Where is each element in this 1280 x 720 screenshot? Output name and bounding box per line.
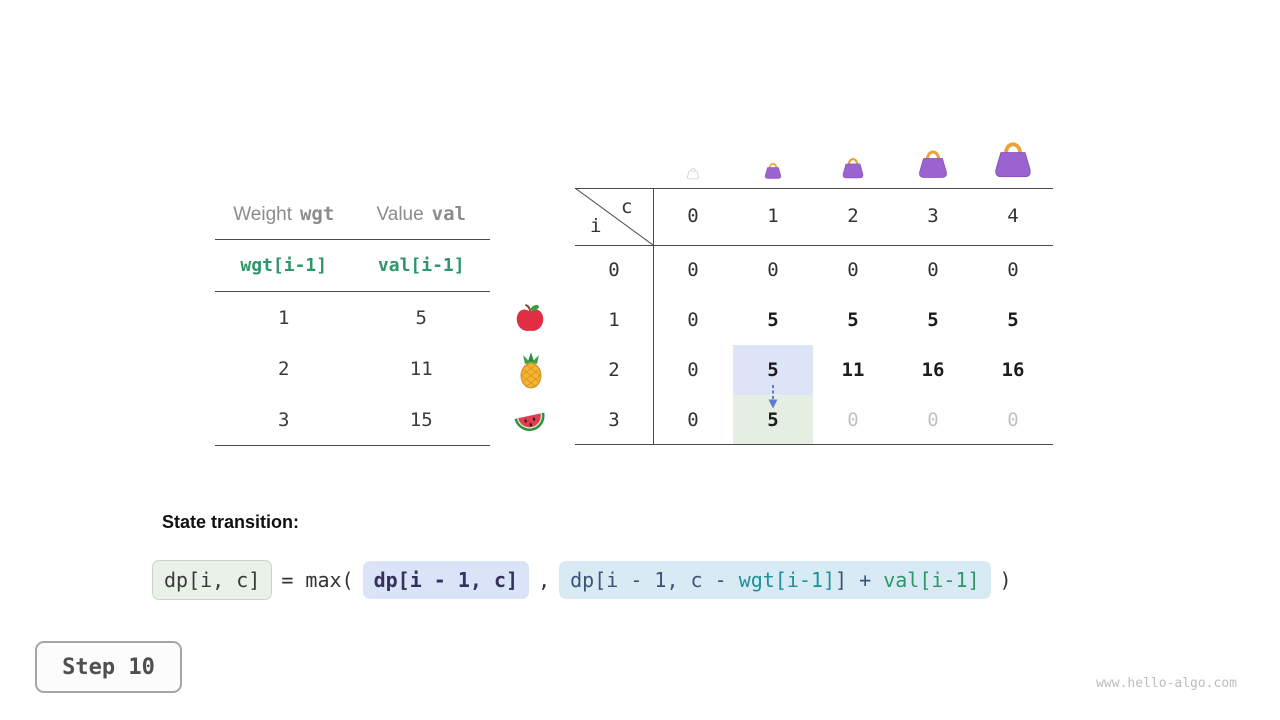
item-weight: 3 bbox=[278, 408, 290, 431]
dp-cell-target: 5 bbox=[767, 409, 779, 431]
dp-cell: 0 bbox=[687, 359, 699, 381]
dp-cell: 0 bbox=[847, 409, 859, 431]
pineapple-icon bbox=[517, 351, 545, 389]
item-value: 11 bbox=[409, 357, 433, 380]
dp-cell: 0 bbox=[1007, 409, 1019, 431]
capacity-bags-row bbox=[575, 124, 1053, 184]
formula-take-val: val[i-1] bbox=[883, 568, 980, 592]
transition-arrow-icon bbox=[768, 385, 778, 409]
corner-diagonal-line bbox=[575, 188, 653, 245]
bag-small-icon bbox=[733, 159, 813, 184]
val-formula-cell: val[i-1] bbox=[377, 255, 465, 276]
bag-large-icon bbox=[893, 144, 973, 184]
state-transition-label: State transition: bbox=[162, 512, 300, 532]
dp-cell: 5 bbox=[847, 309, 859, 331]
formula-take-middle: ] + bbox=[835, 568, 884, 592]
dp-cell: 0 bbox=[927, 259, 939, 281]
dp-cell: 0 bbox=[847, 259, 859, 281]
dp-cell: 11 bbox=[841, 359, 865, 381]
items-table: Weight wgt Value val wgt[i-1] val[i-1] 1 5… bbox=[215, 190, 490, 446]
bag-empty-icon bbox=[653, 165, 733, 184]
state-transition-formula: dp[i, c] = max( dp[i - 1, c] , dp[i - 1,… bbox=[152, 560, 1012, 600]
formula-equals-max: = max( bbox=[281, 568, 354, 592]
dp-table: c i 0 1 2 3 4 0 1 2 3 0 0 0 0 0 0 5 5 5 … bbox=[575, 188, 1053, 445]
step-indicator-label: Step 10 bbox=[62, 654, 155, 680]
formula-option-keep: dp[i - 1, c] bbox=[362, 561, 530, 599]
dp-row-label: 0 bbox=[608, 259, 620, 281]
bag-slot-spacer bbox=[575, 180, 653, 184]
bag-xlarge-icon bbox=[973, 134, 1053, 184]
dp-row-label: 1 bbox=[608, 309, 620, 331]
corner-row-variable: i bbox=[590, 215, 602, 237]
formula-option-take: dp[i - 1, c - wgt[i-1]] + val[i-1] bbox=[559, 561, 991, 599]
dp-col-header: 3 bbox=[927, 205, 939, 227]
items-table-formula-row: wgt[i-1] val[i-1] bbox=[215, 240, 490, 292]
corner-col-variable: c bbox=[621, 196, 633, 218]
item-weight: 2 bbox=[278, 357, 290, 380]
dp-cell: 0 bbox=[687, 309, 699, 331]
dp-cell: 0 bbox=[1007, 259, 1019, 281]
watermelon-icon bbox=[512, 405, 548, 436]
dp-cell: 0 bbox=[927, 409, 939, 431]
item-row: 2 11 bbox=[215, 343, 490, 394]
formula-lhs: dp[i, c] bbox=[152, 560, 273, 600]
item-value: 5 bbox=[415, 306, 427, 329]
item-row: 1 5 bbox=[215, 292, 490, 343]
formula-take-prefix: dp[i - 1, c - bbox=[570, 568, 739, 592]
formula-comma: , bbox=[538, 568, 551, 592]
dp-table-vertical-border bbox=[653, 188, 654, 445]
dp-cell: 0 bbox=[687, 409, 699, 431]
dp-cell: 0 bbox=[767, 259, 779, 281]
items-table-header-row: Weight wgt Value val bbox=[215, 190, 490, 240]
formula-take-wgt: wgt[i-1] bbox=[738, 568, 836, 592]
dp-col-header: 0 bbox=[687, 205, 699, 227]
dp-cell: 16 bbox=[1001, 359, 1025, 381]
dp-col-header: 2 bbox=[847, 205, 859, 227]
bag-medium-icon bbox=[813, 153, 893, 184]
dp-cell: 5 bbox=[1007, 309, 1019, 331]
dp-row-label: 3 bbox=[608, 409, 620, 431]
dp-table-bottom-border bbox=[575, 444, 1053, 445]
step-indicator: Step 10 bbox=[35, 641, 182, 693]
dp-cell: 0 bbox=[687, 259, 699, 281]
dp-col-header: 4 bbox=[1007, 205, 1019, 227]
value-column-header: Value val bbox=[376, 203, 466, 225]
dp-cell-source: 5 bbox=[767, 359, 779, 381]
item-value: 15 bbox=[409, 408, 433, 431]
formula-close-paren: ) bbox=[999, 568, 1012, 592]
apple-icon bbox=[515, 303, 545, 333]
dp-row-label: 2 bbox=[608, 359, 620, 381]
dp-cell: 16 bbox=[921, 359, 945, 381]
site-watermark: www.hello-algo.com bbox=[1096, 676, 1237, 691]
wgt-formula-cell: wgt[i-1] bbox=[240, 255, 328, 276]
dp-col-header: 1 bbox=[767, 205, 779, 227]
dp-cell: 5 bbox=[927, 309, 939, 331]
item-weight: 1 bbox=[278, 306, 290, 329]
dp-table-header-border bbox=[575, 245, 1053, 246]
dp-table-top-border bbox=[575, 188, 1053, 189]
weight-column-header: Weight wgt bbox=[233, 203, 335, 225]
item-row: 3 15 bbox=[215, 394, 490, 445]
dp-cell: 5 bbox=[767, 309, 779, 331]
